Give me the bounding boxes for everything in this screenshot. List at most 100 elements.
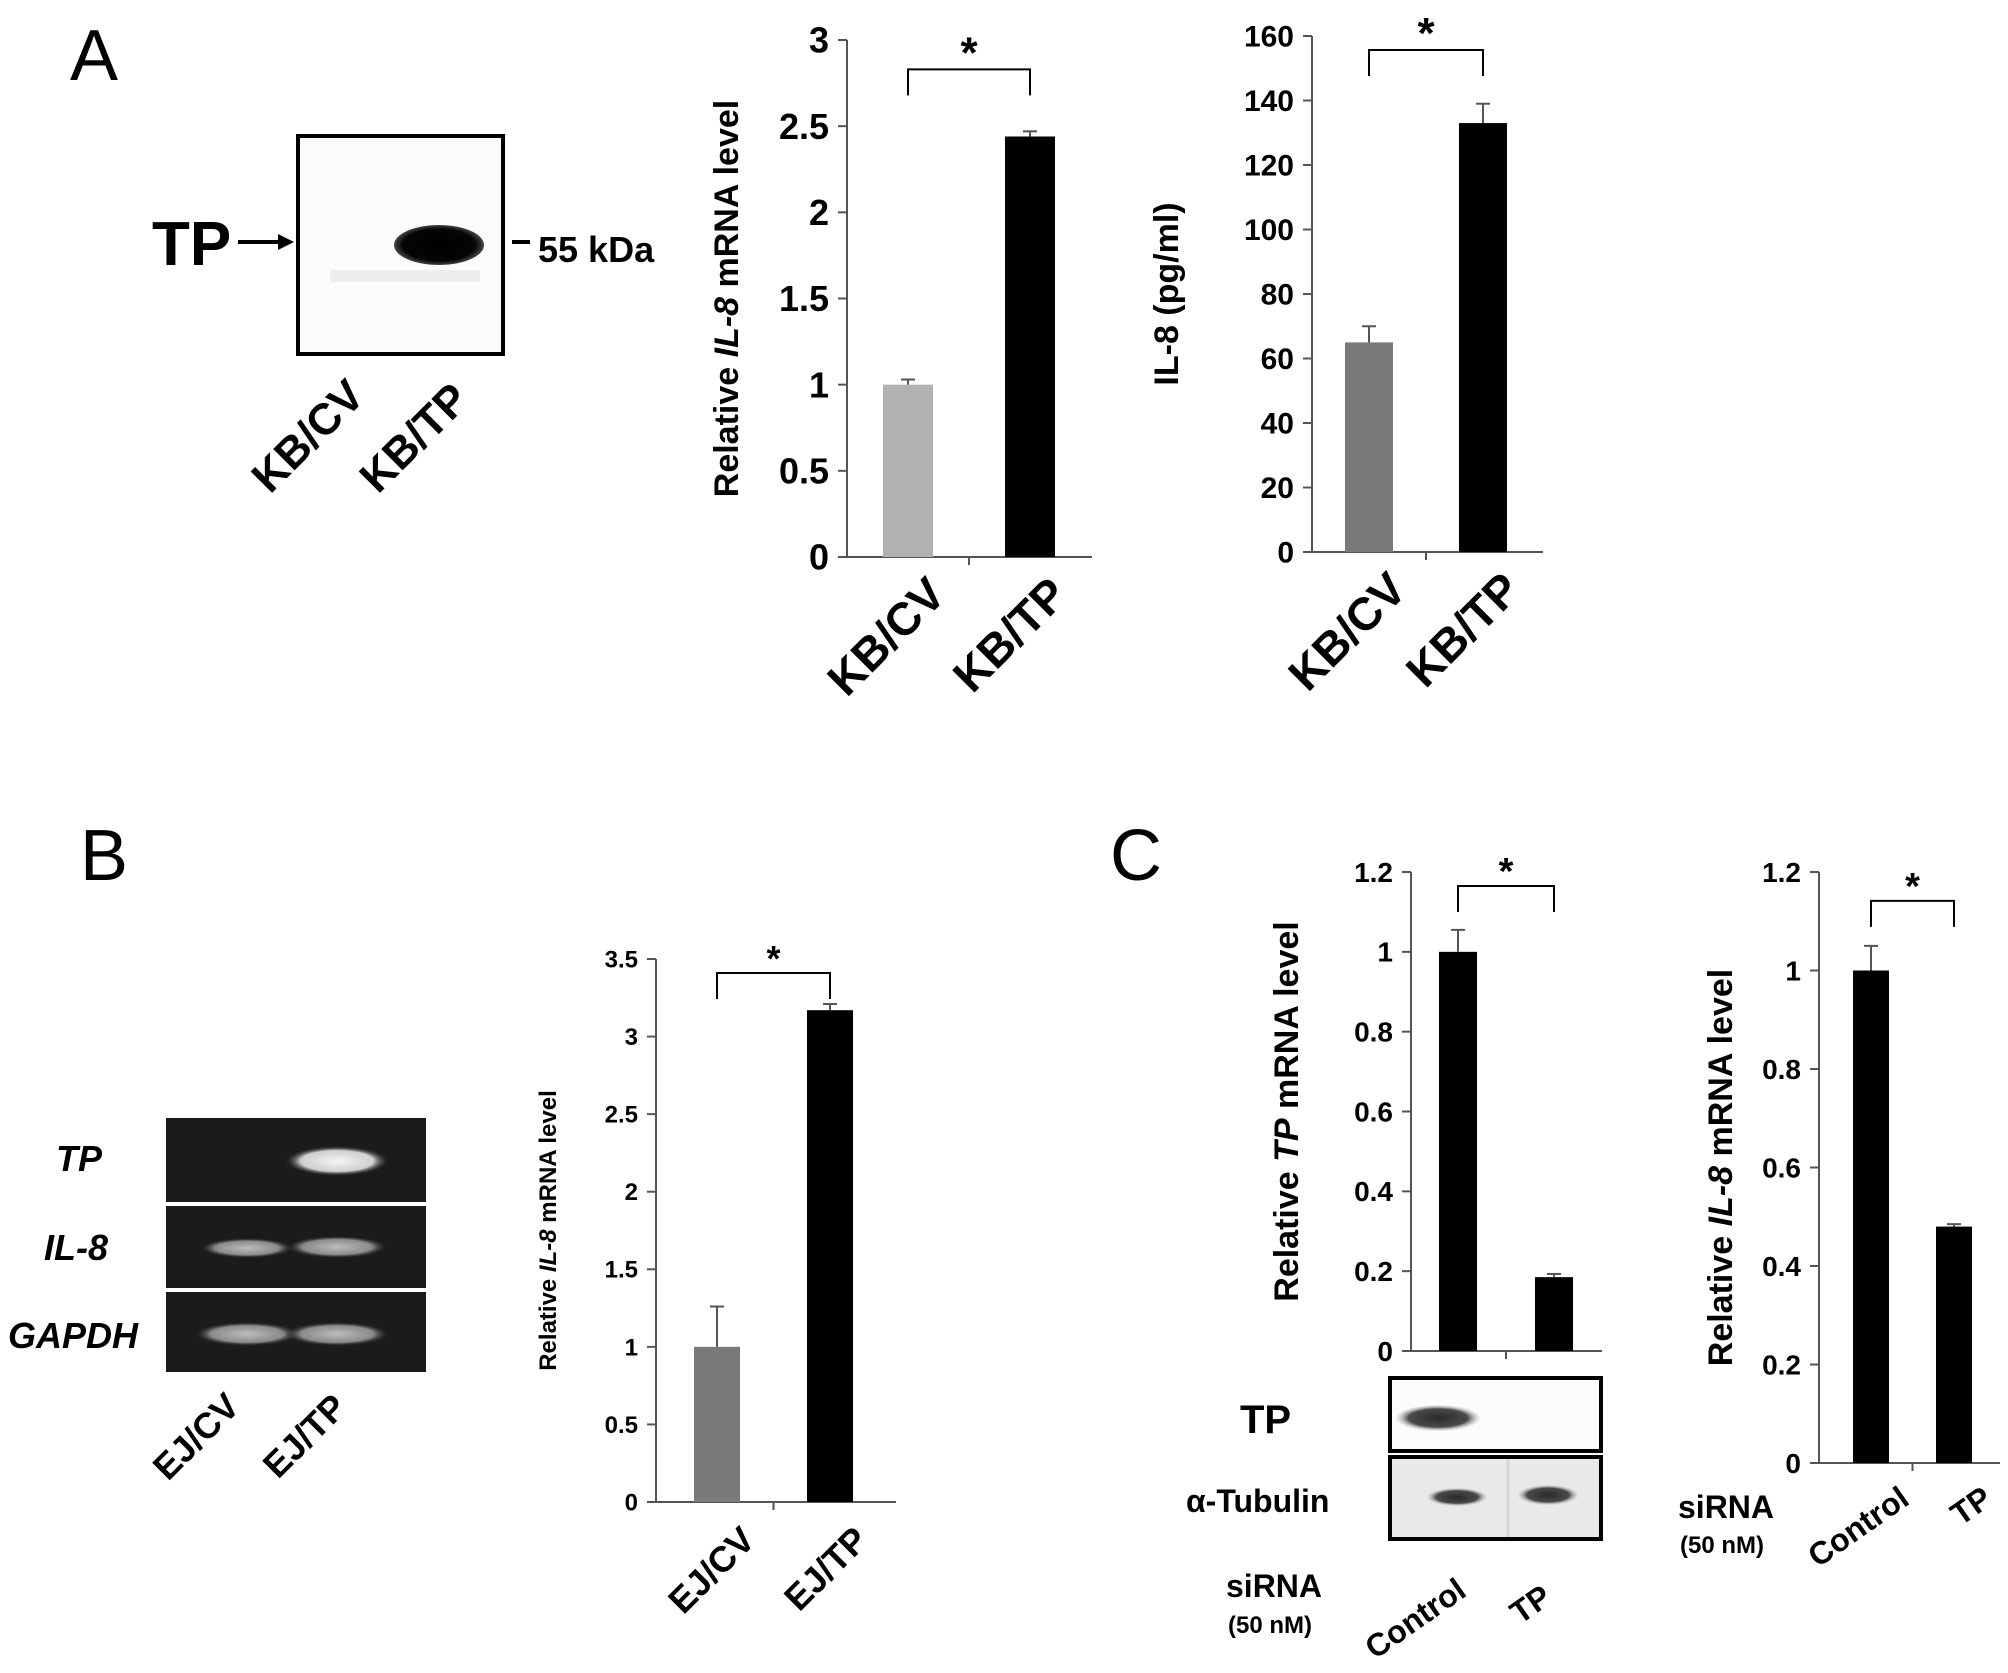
y-axis-label-gene: IL-8 [708,297,746,358]
y-axis-label: Relative TP mRNA level [1268,921,1306,1301]
right-dose-label: (50 nM) [1680,1532,1764,1559]
y-tick-label: 2 [809,192,829,233]
blot-lane-label-tp: TP [1503,1578,1557,1631]
y-axis-label-prefix: Relative [1702,1226,1740,1366]
gel-band-gapdh-ejcv [195,1322,299,1346]
y-tick-label: 0.8 [1354,1016,1393,1047]
blot-row-label-tubulin: α-Tubulin [1186,1483,1329,1519]
gel-band-tp-ejtp [285,1146,389,1176]
tp-band-control [1396,1405,1480,1431]
bar [1853,970,1889,1463]
x-category-label: EJ/CV [660,1519,763,1622]
gel-row-label-il8: IL-8 [44,1227,108,1268]
y-tick-label: 100 [1244,214,1294,247]
y-tick-label: 120 [1244,150,1294,183]
y-tick-label: 3 [625,1024,638,1051]
y-tick-label: 0.4 [1354,1176,1393,1207]
significance-bracket [1457,885,1555,912]
y-axis-label-gene: TP [1268,1118,1306,1162]
arrow-icon [238,234,294,250]
y-tick-label: 1 [625,1334,638,1361]
y-axis-label-prefix: IL-8 (pg/ml) [1148,202,1186,385]
tp-band [394,225,484,265]
blot-row-label-tp: TP [1240,1398,1291,1442]
y-axis-label-suffix: mRNA level [708,100,746,297]
y-axis-label-gene: IL-8 [535,1229,562,1272]
y-axis-label: Relative IL-8 mRNA level [1702,969,1740,1366]
x-category-label: KB/TP [943,567,1077,701]
bar [807,1010,853,1502]
bar [1459,123,1507,552]
western-blot-c [1388,1376,1603,1541]
significance-bracket [716,972,831,999]
bar [1005,136,1055,558]
western-blot-a [296,134,505,356]
blot-band-label-tp: TP [152,210,231,279]
gel-band-il8-ejcv [201,1238,293,1258]
tubulin-band-control [1427,1488,1487,1506]
blot-treatment-label: siRNA [1226,1568,1322,1604]
y-tick-label: 1.2 [1762,857,1801,888]
gel-lane-label-ejtp: EJ/TP [255,1386,355,1486]
y-tick-label: 0 [1277,537,1294,570]
y-tick-label: 1.5 [779,278,829,319]
x-category-label: TP [1944,1479,1998,1532]
y-tick-label: 0 [809,537,829,578]
y-tick-label: 0.6 [1762,1152,1801,1183]
x-category-label: KB/CV [817,567,955,705]
y-tick-label: 140 [1244,85,1294,118]
blot-lane-label-kbcv: KB/CV [242,370,374,502]
significance-star: * [1499,851,1514,893]
chart-a-il8-mrna: 0 0.5 1 1.5 2 2.5 3 * Relative IL-8 mRNA level KB… [708,20,1092,705]
y-axis-label-suffix: mRNA level [1268,921,1306,1118]
y-tick-label: 0.2 [1762,1349,1801,1380]
blot-lane-label-kbtp: KB/TP [350,374,478,502]
y-tick-label: 3.5 [605,946,638,973]
y-axis-label: Relative IL-8 mRNA level [535,1090,562,1371]
y-axis-label: Relative IL-8 mRNA level [708,100,746,497]
chart-a-il8-elisa: 0 20 40 60 80 100 120 140 160 * IL-8 (pg/ml) KB/CVK… [1148,9,1543,700]
chart-c-il8-mrna: 0 0.2 0.4 0.6 0.8 1 1.2 * Relative IL-8 mRNA lev… [1702,857,2000,1574]
gel-band-gapdh-ejtp [285,1322,389,1346]
y-tick-label: 0 [1377,1336,1393,1367]
gel-row-label-tp: TP [56,1138,103,1179]
x-category-label: KB/TP [1396,562,1530,696]
y-axis-label-prefix: Relative [1268,1162,1306,1302]
blot-dose-label: (50 nM) [1228,1612,1312,1639]
y-tick-label: 40 [1261,408,1294,441]
bar [883,384,933,557]
significance-star: * [766,938,780,979]
rt-pcr-gel-b [166,1118,426,1372]
bar [1936,1226,1972,1463]
panel-letter-a: A [70,16,118,96]
significance-star: * [1905,866,1920,908]
x-category-label: Control [1801,1479,1915,1574]
y-tick-label: 0.8 [1762,1054,1801,1085]
panel-letter-b: B [80,816,128,896]
bar [1345,342,1393,552]
y-tick-label: 0.5 [605,1412,638,1439]
significance-bracket [1368,49,1484,76]
tubulin-band-tp [1518,1485,1578,1505]
y-axis-label-prefix: Relative [535,1272,562,1371]
y-axis-label-suffix: mRNA level [1702,969,1740,1166]
significance-star: * [1417,9,1435,58]
significance-bracket [907,68,1031,96]
gel-lane-label-ejcv: EJ/CV [145,1385,248,1488]
y-axis-label-prefix: Relative [708,357,746,497]
y-tick-label: 2.5 [605,1102,638,1129]
y-tick-label: 1.2 [1354,857,1393,888]
chart-c-tp-mrna: 0 0.2 0.4 0.6 0.8 1 1.2 * Relative TP mRNA level [1268,851,1602,1367]
y-tick-label: 80 [1261,279,1294,312]
panel-letter-c: C [1110,816,1162,896]
y-axis-label: IL-8 (pg/ml) [1148,202,1186,385]
bar [1535,1277,1573,1351]
y-tick-label: 1 [1377,937,1393,968]
y-tick-label: 1 [1785,955,1801,986]
right-treatment-label: siRNA [1678,1489,1774,1525]
significance-star: * [960,28,978,77]
y-tick-label: 0.5 [779,450,829,491]
y-axis-label-suffix: mRNA level [535,1090,562,1229]
gel-band-il8-ejtp [287,1236,387,1258]
